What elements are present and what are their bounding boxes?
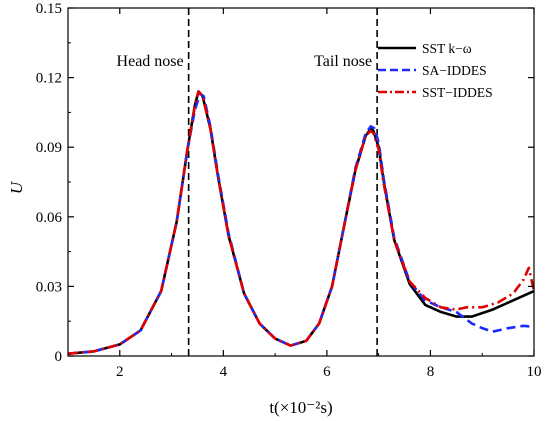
axes-layer: 2 4 6 8 10 0 0.03 0.06 0.09 0.12 0.15 [36, 1, 542, 380]
legend: SST k−ω SA−IDDES SST−IDDES [378, 41, 493, 100]
y-tick-label: 0.06 [36, 210, 63, 226]
y-axis-title: U [7, 180, 26, 194]
y-tick-label: 0 [55, 349, 63, 365]
x-tick-label: 6 [323, 364, 331, 380]
x-tick-label: 8 [427, 364, 435, 380]
series-line [67, 90, 536, 355]
series-line [67, 90, 535, 355]
annotation-label: Head nose [117, 53, 184, 70]
y-tick-label: 0.03 [36, 279, 62, 295]
y-tick-label: 0.09 [36, 140, 62, 156]
annotation-label: Tail nose [314, 53, 372, 70]
plot-layer: Head nose Tail nose [67, 8, 536, 356]
legend-label: SST k−ω [422, 41, 472, 56]
x-tick-label: 4 [220, 364, 228, 380]
x-axis-title: t(×10⁻²s) [269, 398, 332, 417]
series-line [67, 92, 535, 355]
legend-label: SST−IDDES [422, 85, 493, 100]
legend-label: SA−IDDES [422, 63, 487, 78]
y-tick-label: 0.12 [36, 71, 62, 87]
x-tick-label: 2 [116, 364, 124, 380]
x-tick-label: 10 [527, 364, 542, 380]
y-tick-label: 0.15 [36, 1, 62, 17]
